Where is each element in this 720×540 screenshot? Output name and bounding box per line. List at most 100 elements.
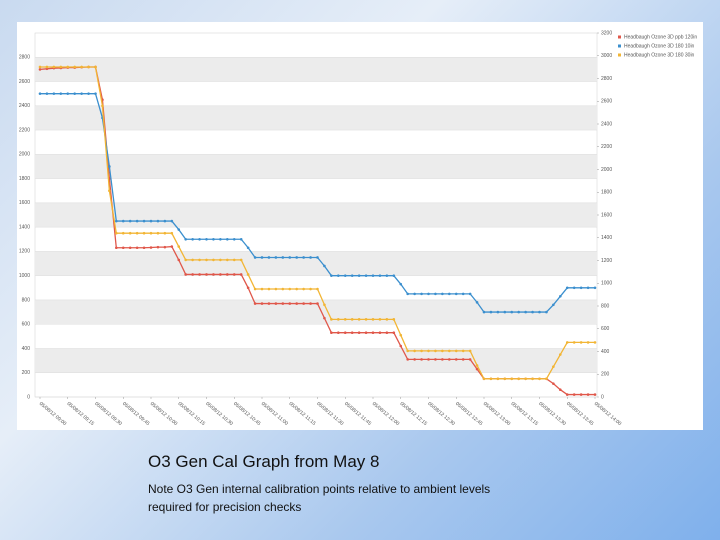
point (364, 274, 368, 277)
point (45, 92, 49, 95)
point (343, 331, 347, 334)
marks (38, 65, 597, 396)
point (274, 302, 278, 305)
point (302, 256, 305, 259)
point (212, 273, 215, 276)
legend-swatch (618, 44, 621, 48)
point (309, 287, 312, 291)
y2-tick-label: 1600 (601, 212, 612, 218)
chart: 0200400600800100012001400160018002000220… (18, 30, 698, 428)
point (441, 292, 444, 296)
point (239, 237, 243, 241)
point (267, 256, 271, 259)
point (454, 349, 458, 353)
point (163, 231, 167, 235)
y2-tick-label: 2000 (601, 167, 612, 173)
y2-tick-label: 800 (601, 303, 610, 309)
point (163, 245, 167, 249)
y2-tick-label: 2800 (601, 76, 612, 82)
point (73, 92, 76, 95)
point (468, 358, 472, 361)
y2-tick-label: 1000 (601, 281, 612, 287)
point (545, 310, 548, 314)
point (503, 310, 507, 314)
y2-tick-label: 200 (601, 372, 610, 378)
y2-tick-label: 1200 (601, 258, 612, 264)
point (517, 310, 520, 314)
point (482, 310, 486, 314)
point (572, 341, 576, 344)
point (115, 219, 118, 223)
legend-swatch (618, 53, 621, 57)
point (253, 302, 257, 305)
point (73, 65, 76, 69)
point (302, 302, 305, 305)
point (260, 256, 264, 259)
caption-note: Note O3 Gen internal calibration points … (148, 482, 491, 514)
point (468, 349, 472, 353)
point (503, 377, 507, 381)
point (406, 358, 409, 361)
point (399, 344, 403, 348)
point (295, 256, 298, 259)
point (406, 292, 409, 296)
point (128, 231, 132, 235)
point (149, 219, 153, 223)
point (260, 302, 264, 305)
point (434, 358, 437, 361)
point (253, 287, 257, 291)
band (35, 154, 597, 179)
point (115, 246, 118, 250)
point (191, 258, 194, 262)
point (461, 349, 465, 353)
grid (35, 32, 599, 399)
point (454, 358, 458, 361)
y-tick-label: 1800 (19, 176, 30, 182)
point (38, 65, 42, 69)
point (205, 258, 208, 262)
point (135, 219, 139, 223)
point (559, 294, 562, 298)
point (156, 245, 160, 249)
point (191, 273, 194, 276)
point (475, 367, 479, 371)
band (35, 202, 597, 228)
y-tick-label: 1200 (19, 249, 30, 255)
point (559, 388, 562, 392)
point (357, 331, 361, 334)
point (510, 377, 514, 381)
band (35, 251, 597, 276)
point (538, 377, 541, 381)
point (593, 393, 597, 396)
y-tick-label: 1000 (19, 273, 30, 279)
point (343, 318, 347, 321)
point (427, 292, 430, 296)
point (524, 310, 527, 314)
point (121, 231, 125, 235)
point (274, 256, 278, 259)
legend-label: Headbaugh Ozone 3D 180 10in (624, 43, 695, 49)
point (337, 274, 340, 277)
y-tick-label: 2800 (19, 55, 30, 61)
point (177, 228, 181, 231)
point (59, 92, 63, 95)
y-tick-label: 200 (22, 370, 31, 376)
y2-tick-label: 0 (601, 394, 604, 400)
point (357, 318, 361, 321)
point (350, 318, 354, 321)
point (149, 231, 153, 235)
point (385, 318, 389, 321)
point (184, 237, 187, 241)
point (434, 292, 437, 296)
point (323, 303, 326, 307)
point (177, 258, 181, 262)
point (343, 274, 347, 277)
point (524, 377, 527, 381)
point (378, 331, 382, 334)
point (149, 246, 153, 249)
point (226, 237, 229, 241)
point (232, 237, 236, 241)
point (108, 189, 111, 193)
point (198, 273, 201, 276)
point (87, 92, 90, 95)
